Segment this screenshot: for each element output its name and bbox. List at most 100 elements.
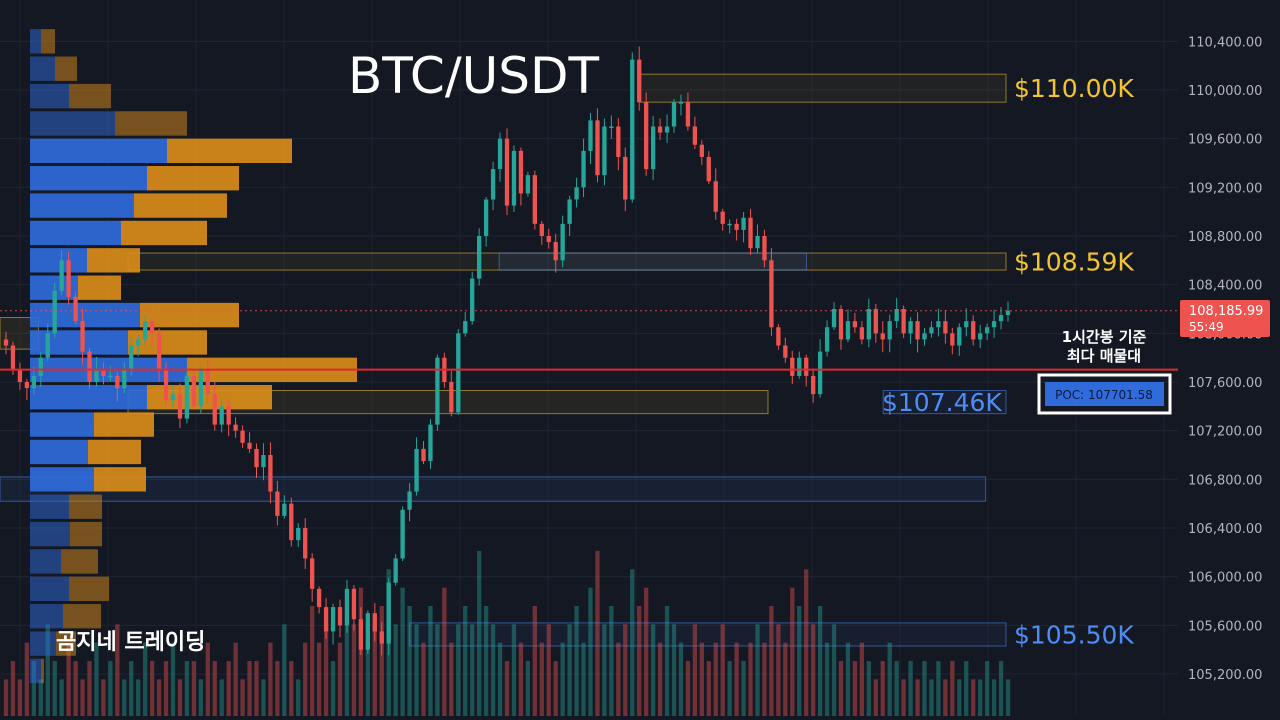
support-zone-0 [498, 252, 807, 271]
candle-body [282, 503, 287, 516]
volume-bar [477, 551, 482, 716]
level-zones [0, 73, 1007, 647]
candle-body [922, 333, 927, 340]
candle-body [762, 236, 767, 261]
price-axis[interactable]: 105,200.00 105,600.00 106,000.00 106,400.00… [1188, 35, 1262, 683]
profile-sell-bar [140, 302, 239, 328]
candle-body [344, 588, 350, 626]
candle-body [978, 333, 983, 340]
level-zone-3 [409, 622, 1007, 647]
candle-body [650, 126, 656, 170]
volume-bar [602, 624, 607, 716]
candle-body [101, 369, 106, 376]
volume-bar [497, 642, 503, 716]
profile-buy-bar [30, 111, 115, 136]
candle-body [991, 321, 997, 328]
volume-bar [797, 606, 802, 716]
candle-body [240, 430, 245, 443]
support-zone-2 [0, 476, 987, 502]
candle-body [971, 321, 976, 340]
price-tick-label: 105,200.00 [1188, 668, 1262, 683]
volume-bar [866, 661, 871, 716]
volume-bar [483, 606, 489, 716]
volume-bar [149, 661, 155, 716]
volume-bar [748, 642, 753, 716]
candle-body [226, 406, 231, 425]
profile-buy-bar [30, 494, 69, 519]
level-label: $110.00K [1014, 74, 1134, 103]
profile-buy-bar [30, 385, 147, 410]
volume-bar [87, 661, 92, 716]
candle-body [630, 59, 635, 200]
volume-bar [198, 679, 203, 716]
volume-bar [129, 661, 134, 716]
volume-bar [435, 624, 440, 716]
candle-body [609, 126, 614, 128]
volume-bar [978, 679, 983, 716]
volume-bar [261, 679, 266, 716]
candle-body [219, 406, 224, 425]
candle-body [936, 321, 941, 328]
candle-body [115, 375, 120, 389]
level-labels: $110.00K $108.59K $107.46K $105.50K [882, 74, 1134, 649]
volume-bar [936, 661, 941, 716]
watermark-text: 곰지네 트레이딩 [56, 630, 205, 655]
price-tick-label: 108,400.00 [1188, 279, 1262, 294]
candle-body [261, 455, 266, 468]
profile-buy-bar [30, 631, 56, 656]
volume-bar [108, 661, 113, 716]
volume-bar [852, 661, 858, 716]
candle-body [706, 156, 711, 182]
candle-body [400, 509, 405, 559]
volume-bar [623, 624, 628, 716]
volume-bar [824, 642, 830, 716]
volume-bar [323, 624, 329, 716]
candle-body [233, 424, 238, 431]
candle-body [845, 321, 851, 340]
candle-body [964, 321, 969, 328]
volume-bar [316, 642, 322, 716]
candle-body [45, 333, 50, 358]
volume-bar [838, 661, 844, 716]
volume-bar [177, 679, 183, 716]
volume-bar [400, 587, 405, 716]
candle-body [602, 126, 607, 176]
volume-bar [219, 679, 224, 716]
volume-bar [581, 642, 586, 716]
poc-badge-label: POC: 107701.58 [1055, 388, 1153, 402]
candle-body [31, 375, 36, 389]
candle-body [678, 102, 684, 104]
candle-body [950, 333, 955, 346]
volume-bar [330, 661, 336, 716]
candle-body [1005, 310, 1011, 316]
price-tick-label: 110,000.00 [1188, 84, 1262, 99]
candle-body [574, 187, 579, 200]
candle-body [908, 321, 913, 334]
candle-body [852, 321, 858, 328]
poc-annotation-line-1: 1시간봉 기준 [1062, 328, 1147, 346]
price-tick-label: 106,400.00 [1188, 522, 1262, 537]
candle-body [66, 260, 71, 297]
overlay-lines [0, 310, 1178, 371]
profile-buy-bar [30, 467, 94, 492]
volume-bar [776, 624, 781, 716]
profile-buy-bar [30, 166, 147, 191]
volume-bar [998, 661, 1004, 716]
volume-bar [254, 661, 259, 716]
profile-sell-bar [88, 439, 141, 465]
candle-body [247, 442, 252, 449]
volume-bar [163, 661, 169, 716]
volume-bar [894, 661, 899, 716]
profile-buy-bar [30, 412, 94, 437]
poc-annotation: 1시간봉 기준 최다 매물대 POC: 107701.58 [1037, 328, 1172, 415]
profile-sell-bar [61, 549, 98, 574]
volume-bar [720, 624, 725, 716]
volume-bar [1005, 679, 1011, 716]
volume-bar [504, 661, 510, 716]
volume-bar [657, 642, 663, 716]
level-zone-0 [639, 73, 1007, 103]
volume-bar [699, 642, 704, 716]
candle-body [692, 126, 698, 145]
